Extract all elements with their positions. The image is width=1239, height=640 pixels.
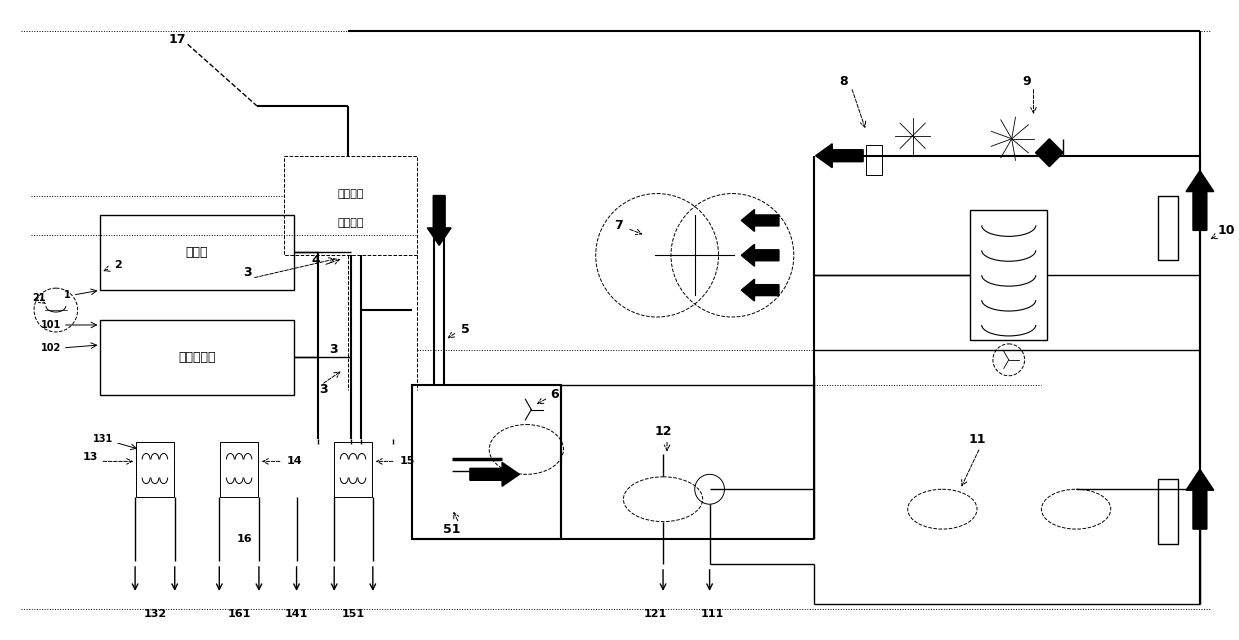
- Bar: [413, 385, 561, 539]
- Text: 3: 3: [243, 266, 252, 278]
- FancyArrow shape: [427, 196, 451, 245]
- Text: 7: 7: [615, 219, 623, 232]
- Text: 3: 3: [328, 344, 337, 356]
- FancyArrow shape: [741, 244, 779, 266]
- Bar: [100, 320, 294, 395]
- Bar: [1158, 196, 1178, 260]
- Text: 1: 1: [64, 290, 71, 300]
- Bar: [284, 156, 418, 255]
- FancyArrow shape: [1186, 171, 1214, 230]
- Text: 131: 131: [93, 435, 113, 444]
- Text: 111: 111: [701, 609, 725, 619]
- Text: 运行模式: 运行模式: [337, 189, 364, 198]
- Bar: [221, 442, 258, 497]
- Text: 15: 15: [399, 456, 415, 467]
- FancyArrow shape: [1186, 469, 1214, 529]
- Text: 121: 121: [643, 609, 667, 619]
- Text: 3: 3: [318, 383, 327, 396]
- Text: 102: 102: [41, 343, 61, 353]
- Text: 14: 14: [286, 456, 302, 467]
- Text: 2: 2: [114, 260, 123, 270]
- Text: 132: 132: [144, 609, 166, 619]
- Text: 151: 151: [342, 609, 364, 619]
- FancyArrow shape: [470, 462, 519, 486]
- Text: 11: 11: [969, 433, 986, 446]
- Bar: [335, 442, 372, 497]
- Text: 电动机: 电动机: [186, 246, 208, 259]
- Text: 6: 6: [550, 388, 559, 401]
- Text: 101: 101: [41, 320, 61, 330]
- Text: 5: 5: [461, 323, 470, 337]
- Text: 燃气发动机: 燃气发动机: [178, 351, 216, 364]
- Text: 12: 12: [654, 425, 672, 438]
- Text: 4: 4: [311, 254, 320, 267]
- Text: 141: 141: [285, 609, 309, 619]
- Text: 9: 9: [1022, 74, 1031, 88]
- Text: 21: 21: [32, 293, 46, 303]
- Text: 8: 8: [839, 74, 847, 88]
- Polygon shape: [1036, 139, 1063, 166]
- Text: 161: 161: [228, 609, 250, 619]
- Text: 13: 13: [83, 452, 98, 463]
- Text: 16: 16: [237, 534, 252, 544]
- Text: 17: 17: [169, 33, 186, 45]
- FancyArrow shape: [741, 209, 779, 232]
- Bar: [100, 216, 294, 290]
- Text: 控制模块: 控制模块: [337, 218, 364, 228]
- Bar: [136, 442, 173, 497]
- Bar: [1158, 479, 1178, 544]
- FancyArrow shape: [815, 144, 864, 168]
- Text: 51: 51: [444, 523, 461, 536]
- FancyArrow shape: [741, 279, 779, 301]
- Text: 10: 10: [1218, 224, 1235, 237]
- Bar: [866, 145, 882, 175]
- Bar: [970, 211, 1047, 340]
